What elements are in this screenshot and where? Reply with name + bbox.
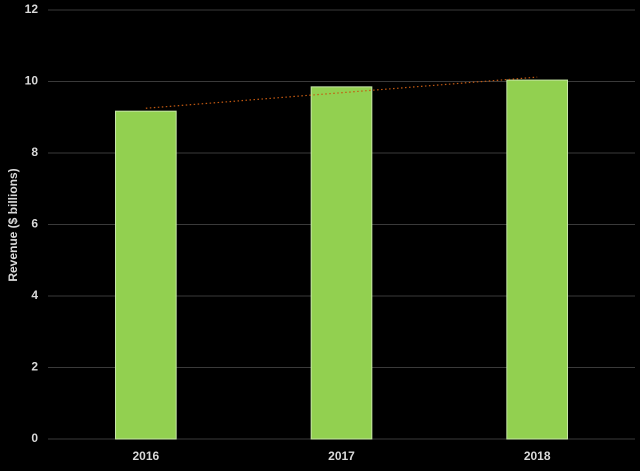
y-tick-label: 8	[31, 145, 38, 159]
y-tick-label: 12	[25, 2, 39, 16]
x-tick-label: 2017	[328, 449, 355, 463]
y-tick-label: 0	[31, 431, 38, 445]
y-tick-label: 2	[31, 360, 38, 374]
trendline	[145, 76, 538, 109]
y-tick-label: 6	[31, 217, 38, 231]
bar	[310, 86, 373, 440]
y-tick-label: 4	[31, 288, 38, 302]
y-tick-label: 10	[25, 74, 39, 88]
bar	[115, 110, 177, 440]
x-tick-label: 2018	[524, 449, 551, 463]
y-axis-label: Revenue ($ billions)	[6, 168, 20, 281]
bar	[506, 79, 568, 440]
x-tick-label: 2016	[132, 449, 159, 463]
